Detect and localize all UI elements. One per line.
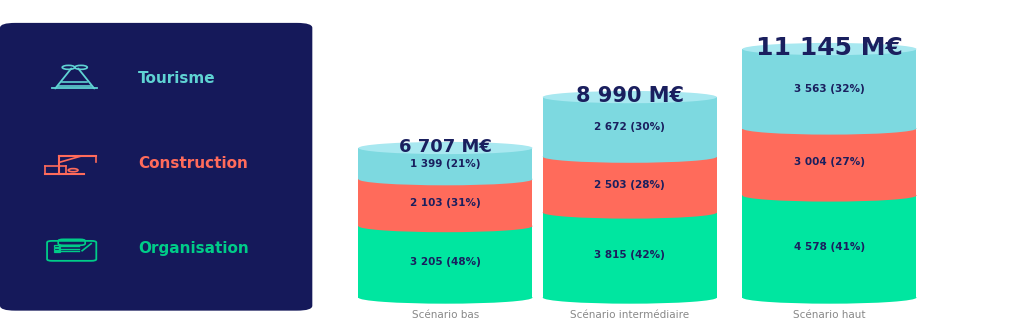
Text: Tourisme: Tourisme — [138, 71, 216, 86]
Ellipse shape — [543, 206, 717, 219]
Text: 11 145 M€: 11 145 M€ — [756, 36, 903, 60]
Bar — [358, 179, 532, 226]
Text: 3 563 (32%): 3 563 (32%) — [794, 84, 865, 94]
Ellipse shape — [742, 122, 916, 135]
Text: 2 672 (30%): 2 672 (30%) — [594, 122, 666, 132]
Text: Scénario haut: Scénario haut — [794, 310, 865, 320]
Bar — [543, 97, 717, 157]
Ellipse shape — [742, 189, 916, 202]
Ellipse shape — [543, 291, 717, 304]
Text: 3 004 (27%): 3 004 (27%) — [794, 157, 865, 167]
Ellipse shape — [742, 43, 916, 55]
Text: 6 707 M€: 6 707 M€ — [399, 138, 492, 156]
Text: Construction: Construction — [138, 156, 248, 171]
Bar — [742, 196, 916, 298]
Text: 2 503 (28%): 2 503 (28%) — [594, 180, 666, 190]
Bar — [54, 248, 59, 250]
Text: 2 103 (31%): 2 103 (31%) — [410, 198, 481, 208]
Bar — [54, 250, 59, 252]
Text: 4 578 (41%): 4 578 (41%) — [794, 242, 865, 251]
Ellipse shape — [543, 150, 717, 163]
Ellipse shape — [742, 291, 916, 304]
Bar — [358, 148, 532, 179]
Bar — [742, 49, 916, 129]
Text: Scénario bas: Scénario bas — [412, 310, 479, 320]
Bar — [742, 129, 916, 196]
Bar — [358, 226, 532, 298]
Text: 3 815 (42%): 3 815 (42%) — [594, 250, 666, 260]
Text: Organisation: Organisation — [138, 241, 249, 256]
Bar — [54, 245, 59, 247]
Text: Scénario intermédiaire: Scénario intermédiaire — [570, 310, 689, 320]
Ellipse shape — [358, 173, 532, 185]
FancyBboxPatch shape — [0, 23, 312, 311]
Text: 1 399 (21%): 1 399 (21%) — [411, 159, 480, 169]
Text: 3 205 (48%): 3 205 (48%) — [410, 257, 481, 267]
Ellipse shape — [543, 91, 717, 103]
Text: 8 990 M€: 8 990 M€ — [575, 86, 684, 106]
Ellipse shape — [358, 220, 532, 232]
Bar — [543, 213, 717, 298]
Bar — [543, 157, 717, 213]
Ellipse shape — [358, 142, 532, 154]
Ellipse shape — [358, 291, 532, 304]
